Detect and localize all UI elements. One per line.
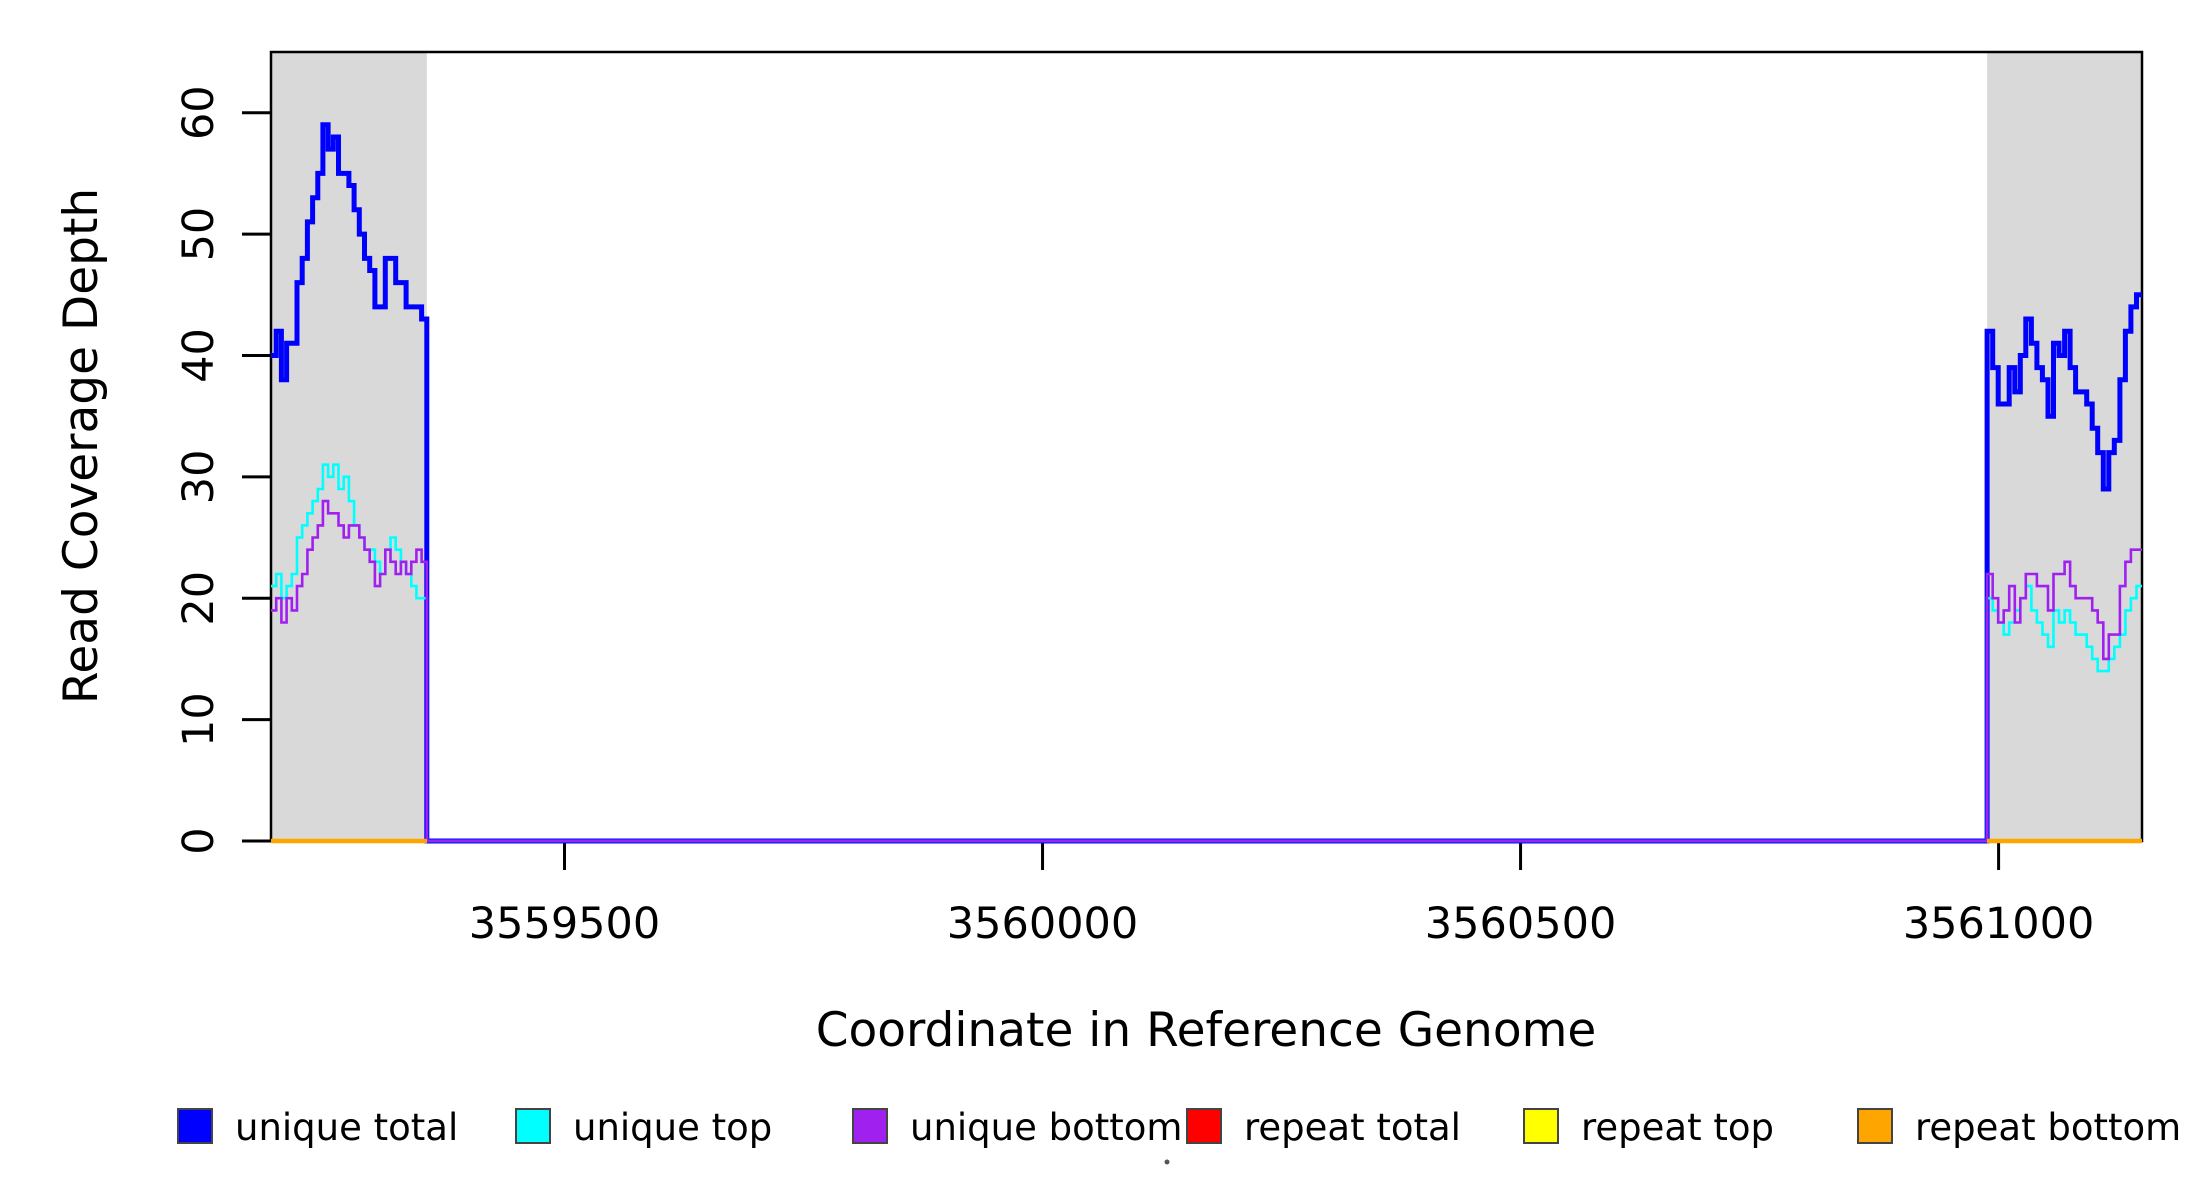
legend-item-unique-top: unique top (515, 1106, 772, 1149)
x-tick-label: 3559500 (469, 899, 661, 949)
legend-label: unique total (235, 1106, 458, 1149)
plot-border (269, 50, 2144, 843)
stray-mark (1164, 1159, 1170, 1165)
legend-label: repeat total (1244, 1106, 1461, 1149)
y-tick-label: 60 (174, 85, 224, 140)
y-tick-label: 30 (174, 449, 224, 504)
repeat-bottom-swatch (1857, 1108, 1893, 1144)
y-axis-title: Read Coverage Depth (54, 188, 109, 704)
series-lines (271, 122, 2142, 844)
y-tick-label: 20 (174, 571, 224, 626)
unique-bottom-swatch (852, 1108, 888, 1144)
legend-label: unique bottom (910, 1106, 1182, 1149)
y-tick-label: 0 (174, 827, 224, 854)
shaded-regions (271, 52, 2142, 841)
legend-item-repeat-top: repeat top (1523, 1106, 1774, 1149)
repeat-top-swatch (1523, 1108, 1559, 1144)
y-tick-label: 50 (174, 207, 224, 262)
x-tick-label: 3561000 (1903, 899, 2095, 949)
x-tick-label: 3560500 (1425, 899, 1617, 949)
legend: unique total unique top unique bottom re… (177, 1106, 2181, 1149)
x-axis-title: Coordinate in Reference Genome (816, 1003, 1597, 1058)
series-unique-bottom (271, 499, 2142, 843)
legend-label: repeat top (1581, 1106, 1774, 1149)
legend-label: unique top (573, 1106, 772, 1149)
shaded-region (271, 52, 427, 841)
x-tick-label: 3560000 (947, 899, 1139, 949)
y-tick-label: 40 (174, 328, 224, 383)
legend-item-unique-bottom: unique bottom (852, 1106, 1182, 1149)
legend-label: repeat bottom (1915, 1106, 2181, 1149)
series-unique-total (271, 122, 2142, 844)
axes: 3559500 3560000 3560500 3561000 0 10 20 30 40 50 6… (174, 85, 2094, 949)
unique-total-swatch (177, 1108, 213, 1144)
y-tick-label: 10 (174, 692, 224, 747)
unique-top-swatch (515, 1108, 551, 1144)
shaded-region (1987, 52, 2142, 841)
legend-item-unique-total: unique total (177, 1106, 458, 1149)
legend-item-repeat-total: repeat total (1186, 1106, 1461, 1149)
series-unique-top (271, 463, 2142, 843)
repeat-total-swatch (1186, 1108, 1222, 1144)
legend-item-repeat-bottom: repeat bottom (1857, 1106, 2181, 1149)
